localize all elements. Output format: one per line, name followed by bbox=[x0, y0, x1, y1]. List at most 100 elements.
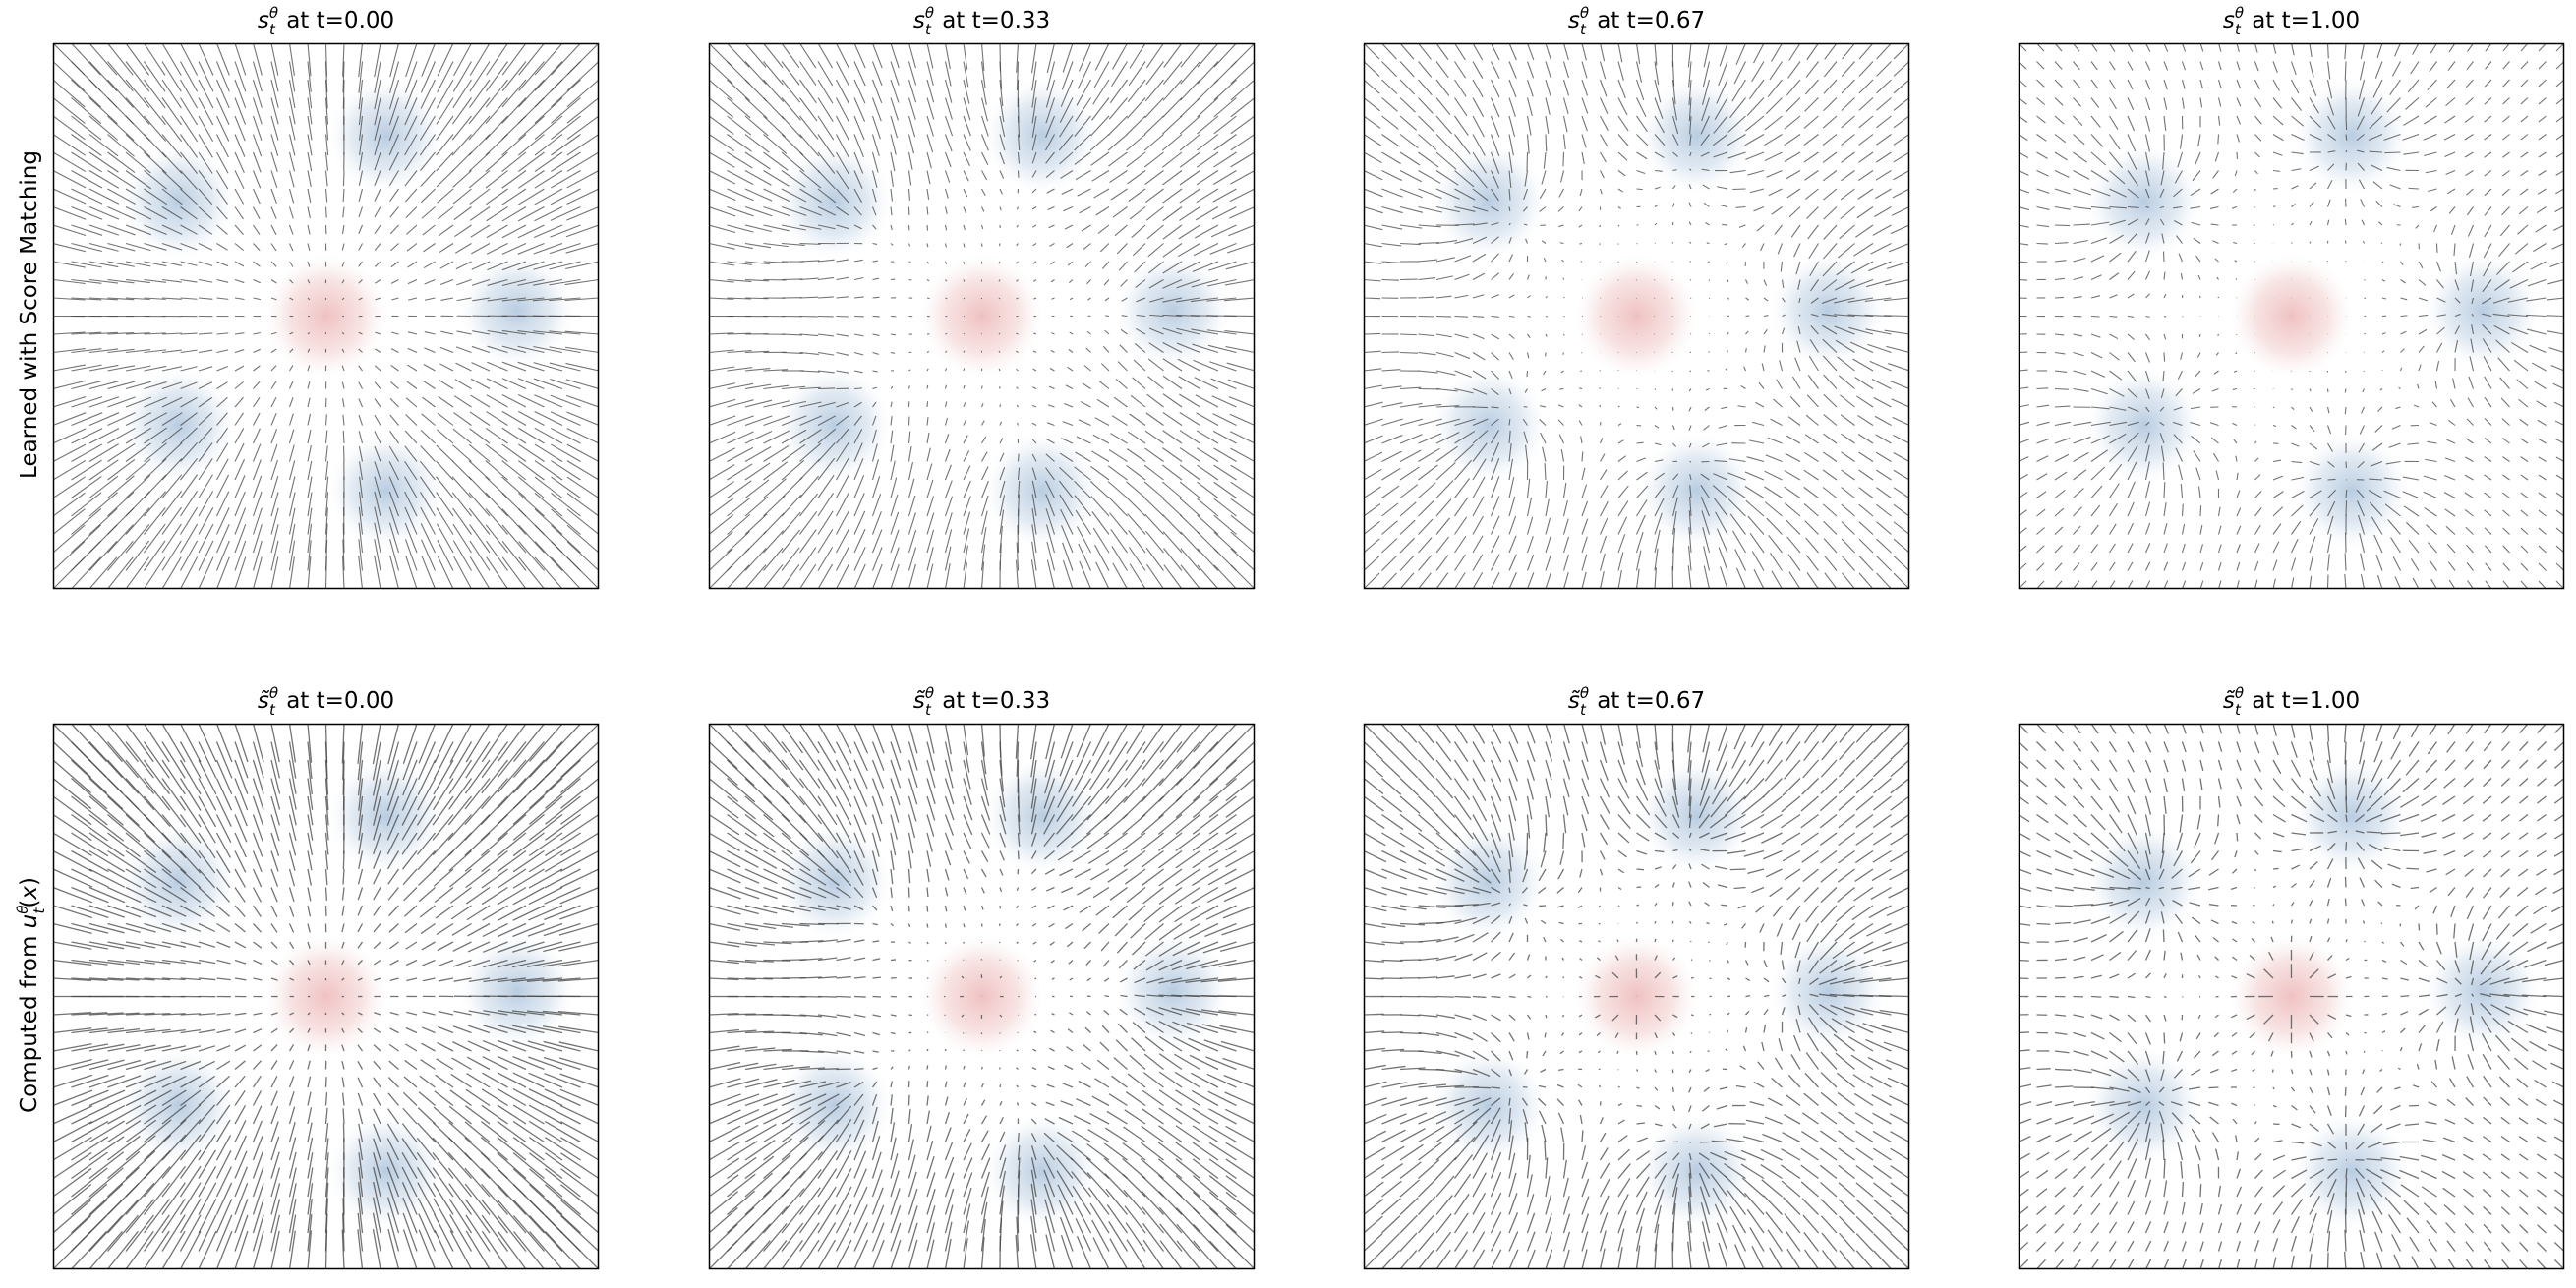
field-arrow bbox=[1841, 451, 1855, 462]
field-arrow bbox=[324, 868, 328, 886]
field-arrow bbox=[999, 97, 1005, 123]
field-arrow bbox=[2217, 580, 2222, 589]
field-arrow bbox=[1197, 464, 1219, 481]
field-arrow bbox=[2109, 188, 2127, 198]
field-arrow bbox=[161, 427, 183, 444]
field-arrow bbox=[2465, 438, 2474, 444]
field-arrow bbox=[388, 941, 399, 950]
field-arrow bbox=[1617, 43, 1623, 63]
field-arrow bbox=[1472, 97, 1485, 118]
field-arrow bbox=[2173, 188, 2183, 198]
field-arrow bbox=[1435, 480, 1454, 498]
field-arrow bbox=[2254, 579, 2258, 589]
field-arrow bbox=[1143, 151, 1164, 168]
field-arrow bbox=[727, 367, 753, 372]
field-arrow bbox=[763, 849, 794, 870]
field-arrow bbox=[1161, 134, 1183, 151]
field-arrow bbox=[566, 97, 599, 124]
field-arrow bbox=[372, 1229, 381, 1269]
field-arrow bbox=[1581, 484, 1588, 498]
field-arrow bbox=[1127, 513, 1146, 535]
field-arrow bbox=[1206, 297, 1237, 302]
field-arrow bbox=[144, 941, 171, 949]
field-arrow bbox=[464, 1167, 491, 1198]
field-arrow bbox=[1016, 332, 1019, 335]
field-arrow bbox=[871, 206, 877, 216]
field-arrow bbox=[374, 381, 381, 389]
field-arrow bbox=[1179, 393, 1200, 408]
target-density-blob bbox=[459, 933, 574, 1048]
field-arrow bbox=[1805, 61, 1819, 78]
field-arrow bbox=[1807, 224, 1819, 240]
field-arrow bbox=[2232, 188, 2238, 194]
field-arrow bbox=[180, 1045, 202, 1052]
field-arrow bbox=[1033, 297, 1037, 300]
field-arrow bbox=[1090, 151, 1110, 166]
field-arrow bbox=[963, 134, 971, 151]
field-arrow bbox=[1399, 386, 1422, 390]
field-arrow bbox=[1508, 294, 1515, 299]
field-arrow bbox=[451, 134, 472, 156]
field-arrow bbox=[402, 1107, 418, 1125]
field-arrow bbox=[1059, 452, 1074, 462]
field-arrow bbox=[2371, 97, 2383, 115]
field-arrow bbox=[71, 813, 108, 842]
field-arrow bbox=[449, 868, 472, 888]
field-arrow bbox=[926, 61, 934, 86]
field-arrow bbox=[2291, 168, 2302, 172]
field-arrow bbox=[963, 79, 970, 104]
field-arrow bbox=[1557, 206, 1564, 212]
field-arrow bbox=[161, 759, 186, 795]
field-arrow bbox=[1091, 170, 1110, 182]
field-arrow bbox=[709, 1012, 739, 1016]
field-arrow bbox=[2326, 425, 2332, 435]
field-arrow bbox=[324, 151, 329, 171]
field-arrow bbox=[307, 507, 313, 535]
field-arrow bbox=[1671, 370, 1673, 373]
field-arrow bbox=[2450, 224, 2456, 236]
field-arrow bbox=[1435, 432, 1460, 444]
field-arrow bbox=[432, 814, 454, 841]
field-arrow bbox=[1508, 352, 1514, 360]
field-arrow bbox=[727, 188, 754, 202]
field-arrow bbox=[2090, 580, 2098, 589]
field-arrow bbox=[2484, 206, 2492, 216]
field-arrow bbox=[963, 206, 966, 213]
field-arrow bbox=[1472, 535, 1484, 554]
field-arrow bbox=[198, 1075, 215, 1088]
field-arrow bbox=[482, 1072, 508, 1088]
field-arrow bbox=[518, 556, 545, 589]
field-arrow bbox=[2144, 543, 2151, 554]
field-arrow bbox=[727, 79, 750, 101]
field-arrow bbox=[1893, 452, 1909, 462]
field-arrow bbox=[1765, 97, 1783, 115]
field-arrow bbox=[71, 905, 109, 919]
field-arrow bbox=[2415, 224, 2420, 229]
field-arrow bbox=[2327, 163, 2335, 171]
field-arrow bbox=[1774, 224, 1783, 235]
field-arrow bbox=[1381, 97, 1398, 112]
field-arrow bbox=[1788, 43, 1801, 61]
field-arrow bbox=[1435, 555, 1449, 571]
field-arrow bbox=[358, 556, 364, 589]
field-arrow bbox=[2160, 170, 2165, 186]
field-arrow bbox=[144, 1013, 171, 1016]
field-arrow bbox=[161, 97, 182, 126]
field-arrow bbox=[2412, 577, 2420, 589]
field-arrow bbox=[1016, 386, 1019, 389]
field-arrow bbox=[1049, 243, 1055, 247]
field-arrow bbox=[550, 378, 581, 390]
field-arrow bbox=[1764, 151, 1783, 162]
field-arrow bbox=[1112, 206, 1128, 218]
field-arrow bbox=[799, 493, 819, 517]
field-arrow bbox=[836, 43, 849, 69]
field-arrow bbox=[357, 724, 364, 764]
field-arrow bbox=[2484, 492, 2492, 498]
field-arrow bbox=[1835, 339, 1855, 353]
field-arrow bbox=[198, 1119, 216, 1142]
field-arrow bbox=[545, 1231, 581, 1269]
field-arrow bbox=[2163, 97, 2168, 110]
field-arrow bbox=[1671, 61, 1675, 87]
field-arrow bbox=[963, 61, 969, 88]
field-arrow bbox=[1617, 423, 1622, 426]
